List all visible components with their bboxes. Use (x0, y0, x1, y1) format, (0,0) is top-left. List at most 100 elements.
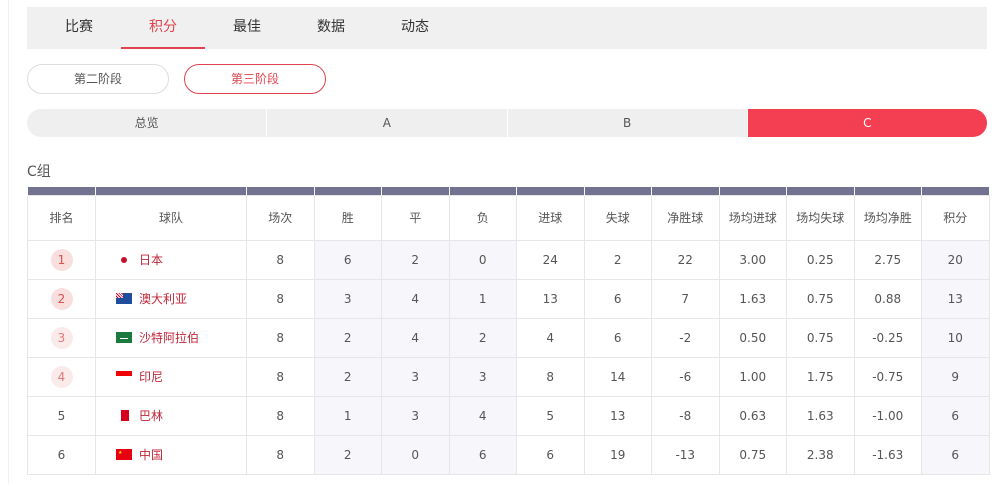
column-header[interactable]: 球队 (95, 194, 247, 241)
stat-cell: 0.75 (718, 434, 787, 475)
group-overview[interactable]: 总览 (27, 109, 268, 137)
stat-cell: 3 (448, 356, 517, 397)
stat-cell: 1.63 (786, 395, 855, 436)
stat-cell: 13 (583, 395, 652, 436)
header-bar (381, 187, 449, 195)
column-header[interactable]: 排名 (27, 194, 96, 241)
team-cell[interactable]: 日本 (95, 239, 247, 280)
header-bar (448, 187, 517, 195)
team-name[interactable]: 巴林 (139, 409, 164, 423)
stat-cell: 4 (516, 317, 585, 358)
column-header[interactable]: 积分 (921, 194, 990, 241)
stat-cell: 4 (448, 395, 517, 436)
stat-cell: 1 (313, 395, 382, 436)
rank-badge: 2 (50, 287, 73, 310)
group-b[interactable]: B (508, 109, 748, 137)
table-row[interactable]: 1 日本 8 6 2 0 24 2 22 3.00 0.25 2.75 20 (27, 239, 990, 280)
column-header[interactable]: 负 (448, 194, 517, 241)
column-header[interactable]: 胜 (313, 194, 382, 241)
stat-cell: 8 (246, 356, 315, 397)
stat-cell: 3 (381, 395, 450, 436)
team-cell[interactable]: ★ 中国 (95, 434, 247, 475)
rank-cell: 2 (27, 278, 96, 319)
stat-cell: 6 (313, 239, 382, 280)
stat-cell: 2.75 (853, 239, 922, 280)
stat-cell: 10 (921, 317, 990, 358)
table-row[interactable]: 4 印尼 8 2 3 3 8 14 -6 1.00 1.75 -0.75 9 (27, 356, 990, 397)
stat-cell: -0.75 (853, 356, 922, 397)
stat-cell: 0.50 (718, 317, 787, 358)
rank-badge: 4 (50, 365, 73, 388)
stat-cell: 8 (246, 434, 315, 475)
tab-stats[interactable]: 数据 (317, 19, 345, 35)
column-header[interactable]: 场均净胜 (853, 194, 922, 241)
stat-cell: 2 (313, 356, 382, 397)
team-cell[interactable]: 澳大利亚 (95, 278, 247, 319)
column-header[interactable]: 进球 (516, 194, 585, 241)
stat-cell: 8 (246, 239, 315, 280)
stat-cell: 2 (313, 434, 382, 475)
stat-cell: 2.38 (786, 434, 855, 475)
group-c[interactable]: C (747, 109, 987, 137)
stat-cell: -8 (651, 395, 720, 436)
header-bar (786, 187, 854, 195)
stat-cell: 0.88 (853, 278, 922, 319)
stat-cell: 1.75 (786, 356, 855, 397)
table-row[interactable]: 3 沙特阿拉伯 8 2 4 2 4 6 -2 0.50 0.75 -0.25 10 (27, 317, 990, 358)
group-a[interactable]: A (267, 109, 508, 137)
rank-cell: 3 (27, 317, 96, 358)
stat-cell: -1.63 (853, 434, 922, 475)
stat-cell: 1.00 (718, 356, 787, 397)
stat-cell: 8 (516, 356, 585, 397)
table-row[interactable]: 2 澳大利亚 8 3 4 1 13 6 7 1.63 0.75 0.88 13 (27, 278, 990, 319)
team-name[interactable]: 日本 (139, 253, 164, 267)
team-name[interactable]: 澳大利亚 (139, 292, 188, 306)
column-header[interactable]: 场均进球 (718, 194, 787, 241)
stat-cell: 0.75 (786, 278, 855, 319)
column-header[interactable]: 净胜球 (651, 194, 720, 241)
header-bar (921, 187, 989, 195)
column-header[interactable]: 失球 (583, 194, 652, 241)
team-name[interactable]: 中国 (139, 448, 164, 462)
stat-cell: 2 (313, 317, 382, 358)
header-bar (718, 187, 787, 195)
stat-cell: 2 (448, 317, 517, 358)
column-header[interactable]: 场次 (246, 194, 315, 241)
team-cell[interactable]: 巴林 (95, 395, 247, 436)
team-cell[interactable]: 印尼 (95, 356, 247, 397)
stat-cell: 9 (921, 356, 990, 397)
stat-cell: 3 (381, 356, 450, 397)
column-header[interactable]: 场均失球 (786, 194, 855, 241)
stat-cell: 8 (246, 317, 315, 358)
stat-cell: 4 (381, 317, 450, 358)
tab-matches[interactable]: 比赛 (65, 19, 93, 35)
stat-cell: 0.75 (786, 317, 855, 358)
stat-cell: 6 (516, 434, 585, 475)
table-row[interactable]: 5 巴林 8 1 3 4 5 13 -8 0.63 1.63 -1.00 6 (27, 395, 990, 436)
stat-cell: 13 (516, 278, 585, 319)
header-bar (313, 187, 382, 195)
stat-cell: 6 (921, 395, 990, 436)
header-bar (853, 187, 922, 195)
team-name[interactable]: 印尼 (139, 370, 164, 384)
stat-cell: 6 (448, 434, 517, 475)
stat-cell: -2 (651, 317, 720, 358)
stat-cell: 19 (583, 434, 652, 475)
stat-cell: 14 (583, 356, 652, 397)
tab-standings[interactable]: 积分 (121, 7, 205, 49)
stage-3-button[interactable]: 第三阶段 (184, 64, 326, 94)
tab-news[interactable]: 动态 (401, 19, 429, 35)
stage-2-button[interactable]: 第二阶段 (27, 64, 169, 94)
table-row[interactable]: 6 ★ 中国 8 2 0 6 6 19 -13 0.75 2.38 -1.63 6 (27, 434, 990, 475)
team-cell[interactable]: 沙特阿拉伯 (95, 317, 247, 358)
header-bar (516, 187, 584, 195)
header-row: 排名 球队 场次胜平负进球 失球 净胜球 场均进球 场均失球 场均净胜 积分 (27, 194, 990, 241)
tab-best[interactable]: 最佳 (233, 19, 261, 35)
stage-selector: 第二阶段 第三阶段 (27, 64, 326, 94)
column-header[interactable]: 平 (381, 194, 450, 241)
stat-cell: 2 (381, 239, 450, 280)
rank-cell: 6 (27, 434, 96, 475)
stat-cell: 13 (921, 278, 990, 319)
team-name[interactable]: 沙特阿拉伯 (139, 331, 200, 345)
stat-cell: 0.63 (718, 395, 787, 436)
